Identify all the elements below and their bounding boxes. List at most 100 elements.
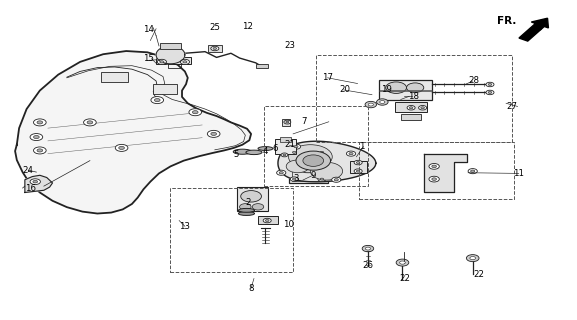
Circle shape — [432, 178, 436, 180]
Bar — [156, 57, 190, 64]
Circle shape — [418, 106, 426, 110]
Circle shape — [468, 169, 477, 174]
Circle shape — [87, 121, 93, 124]
Circle shape — [409, 107, 413, 109]
Text: 16: 16 — [25, 184, 36, 193]
Bar — [401, 114, 421, 120]
Circle shape — [207, 130, 220, 137]
Circle shape — [349, 153, 353, 155]
Circle shape — [293, 151, 296, 153]
Circle shape — [151, 97, 164, 104]
Text: 28: 28 — [468, 76, 479, 85]
Circle shape — [276, 170, 286, 175]
Circle shape — [119, 146, 125, 149]
Text: 22: 22 — [399, 274, 410, 283]
Circle shape — [84, 119, 96, 126]
Bar — [316, 55, 512, 141]
Circle shape — [357, 170, 360, 172]
Text: 6: 6 — [272, 144, 278, 153]
Bar — [170, 188, 293, 272]
Circle shape — [158, 59, 167, 64]
Circle shape — [346, 151, 355, 156]
Circle shape — [279, 172, 283, 174]
Circle shape — [354, 169, 362, 173]
Circle shape — [332, 177, 341, 182]
Circle shape — [263, 218, 271, 223]
Bar — [359, 141, 514, 199]
Text: 26: 26 — [362, 261, 373, 270]
Bar — [160, 44, 181, 49]
Circle shape — [283, 154, 286, 156]
Circle shape — [318, 177, 326, 181]
Circle shape — [429, 176, 439, 182]
Bar — [288, 148, 328, 183]
Circle shape — [291, 144, 301, 149]
Circle shape — [183, 61, 187, 63]
Circle shape — [180, 59, 189, 64]
Text: 19: 19 — [381, 85, 391, 94]
Text: 27: 27 — [506, 102, 517, 111]
Circle shape — [386, 82, 407, 93]
Text: 20: 20 — [339, 85, 350, 94]
Ellipse shape — [238, 208, 254, 212]
Circle shape — [33, 180, 38, 183]
Circle shape — [115, 144, 128, 151]
Circle shape — [365, 101, 377, 108]
Circle shape — [160, 61, 164, 63]
Text: 18: 18 — [408, 92, 419, 101]
Circle shape — [396, 259, 409, 266]
Circle shape — [284, 120, 291, 124]
Circle shape — [432, 165, 436, 168]
Polygon shape — [156, 46, 185, 64]
Circle shape — [400, 261, 405, 264]
Circle shape — [470, 257, 475, 260]
Circle shape — [37, 149, 43, 152]
Text: FR.: FR. — [497, 16, 516, 26]
Polygon shape — [278, 141, 376, 182]
Circle shape — [286, 121, 289, 123]
Text: 15: 15 — [144, 54, 155, 63]
Bar — [292, 151, 324, 181]
Text: 8: 8 — [248, 284, 254, 292]
Text: 24: 24 — [23, 166, 33, 175]
Text: 25: 25 — [209, 23, 220, 32]
Circle shape — [486, 82, 494, 87]
Circle shape — [368, 103, 373, 106]
Polygon shape — [424, 154, 467, 192]
Circle shape — [30, 133, 43, 140]
Circle shape — [380, 100, 385, 103]
Circle shape — [290, 177, 298, 181]
FancyArrow shape — [519, 18, 548, 41]
Ellipse shape — [246, 150, 262, 155]
Text: 1: 1 — [359, 142, 364, 151]
Circle shape — [155, 99, 160, 102]
Bar — [208, 45, 222, 52]
Ellipse shape — [233, 149, 252, 154]
Circle shape — [192, 111, 198, 114]
Text: 12: 12 — [242, 22, 253, 31]
Circle shape — [310, 162, 343, 180]
Circle shape — [239, 204, 251, 210]
Circle shape — [211, 132, 216, 135]
Circle shape — [295, 159, 321, 173]
Circle shape — [407, 106, 415, 110]
Text: 5: 5 — [234, 150, 239, 159]
Bar — [280, 137, 291, 141]
Circle shape — [286, 160, 309, 173]
Text: 22: 22 — [474, 269, 485, 279]
Text: 17: 17 — [322, 73, 333, 82]
Circle shape — [354, 160, 362, 165]
Circle shape — [213, 47, 216, 50]
Bar — [256, 64, 268, 68]
Text: 23: 23 — [284, 41, 295, 50]
Circle shape — [30, 179, 40, 185]
Circle shape — [429, 164, 439, 169]
Circle shape — [265, 220, 269, 221]
Circle shape — [488, 84, 492, 85]
Bar — [379, 90, 432, 91]
Bar — [258, 216, 278, 224]
Bar — [282, 119, 290, 125]
Circle shape — [37, 121, 43, 124]
Bar — [237, 187, 268, 211]
Circle shape — [318, 150, 326, 155]
